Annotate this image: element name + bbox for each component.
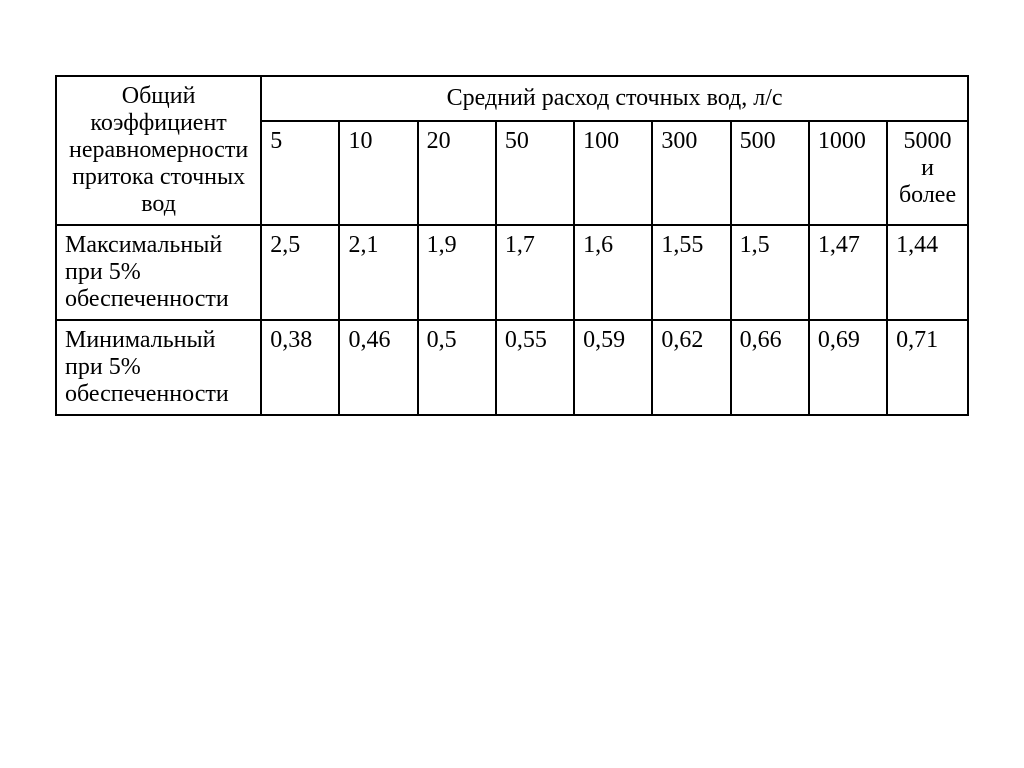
row-label: Максимальный при 5% обеспеченности bbox=[56, 225, 261, 320]
table-cell: 1,9 bbox=[418, 225, 496, 320]
table-cell: 0,62 bbox=[652, 320, 730, 415]
table-cell: 1,44 bbox=[887, 225, 968, 320]
flow-rate-header: 5000 и более bbox=[887, 121, 968, 225]
flow-rate-header: 100 bbox=[574, 121, 652, 225]
table-cell: 0,38 bbox=[261, 320, 339, 415]
table-cell: 0,66 bbox=[731, 320, 809, 415]
table-cell: 0,5 bbox=[418, 320, 496, 415]
table-cell: 0,59 bbox=[574, 320, 652, 415]
row-label: Минимальный при 5% обеспеченности bbox=[56, 320, 261, 415]
table-cell: 0,71 bbox=[887, 320, 968, 415]
flow-rate-header: 1000 bbox=[809, 121, 887, 225]
table-row: Максимальный при 5% обеспеченности 2,5 2… bbox=[56, 225, 968, 320]
table-cell: 0,69 bbox=[809, 320, 887, 415]
table-cell: 1,47 bbox=[809, 225, 887, 320]
flow-rate-header: 10 bbox=[339, 121, 417, 225]
table-cell: 1,55 bbox=[652, 225, 730, 320]
flow-rate-header: 50 bbox=[496, 121, 574, 225]
table-cell: 0,46 bbox=[339, 320, 417, 415]
table-header-row-1: Общий коэффициент неравномерности приток… bbox=[56, 76, 968, 121]
flow-rate-header: 300 bbox=[652, 121, 730, 225]
flow-rate-header: 500 bbox=[731, 121, 809, 225]
table-cell: 1,7 bbox=[496, 225, 574, 320]
table-row: Минимальный при 5% обеспеченности 0,38 0… bbox=[56, 320, 968, 415]
col-header-cell: Средний расход сточных вод, л/с bbox=[261, 76, 968, 121]
wastewater-coefficients-table: Общий коэффициент неравномерности приток… bbox=[55, 75, 969, 416]
table-cell: 1,6 bbox=[574, 225, 652, 320]
table-cell: 2,5 bbox=[261, 225, 339, 320]
table-cell: 0,55 bbox=[496, 320, 574, 415]
row-header-cell: Общий коэффициент неравномерности приток… bbox=[56, 76, 261, 225]
flow-rate-header: 20 bbox=[418, 121, 496, 225]
table-cell: 1,5 bbox=[731, 225, 809, 320]
flow-rate-header: 5 bbox=[261, 121, 339, 225]
table-cell: 2,1 bbox=[339, 225, 417, 320]
